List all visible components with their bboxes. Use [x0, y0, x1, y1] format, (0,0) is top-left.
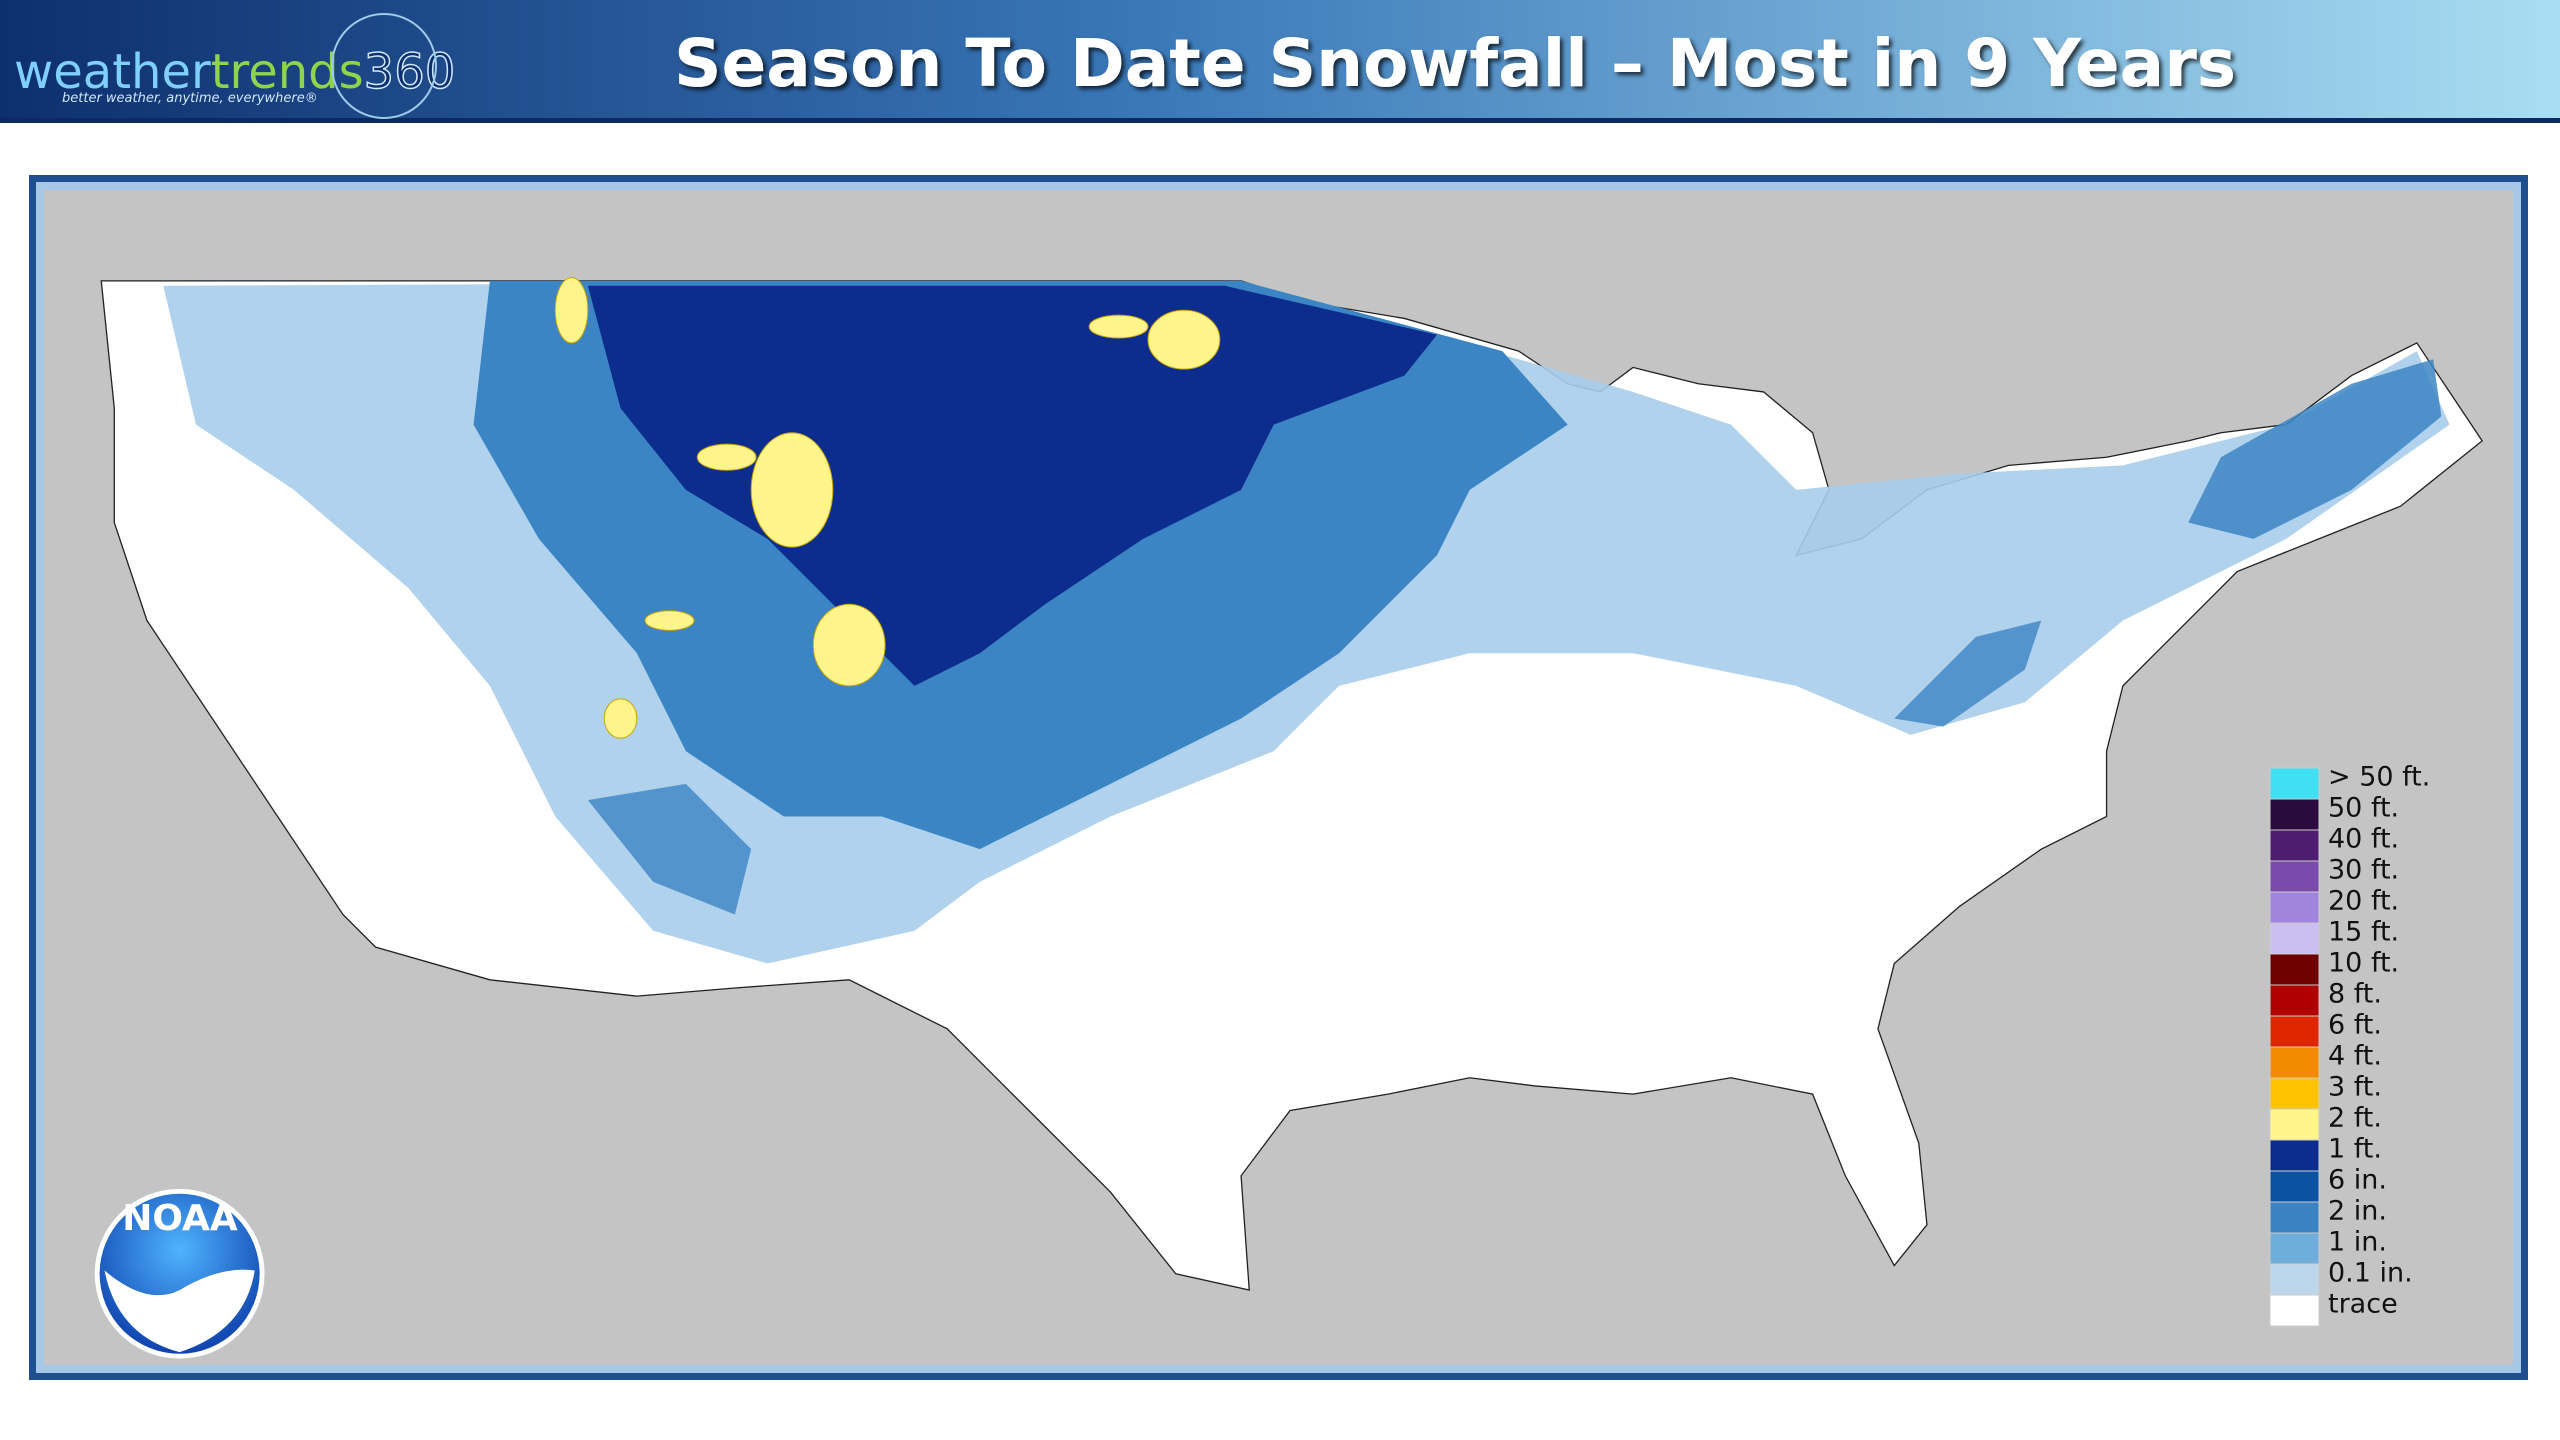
legend-swatch	[2269, 1108, 2320, 1141]
legend-label: 50 ft.	[2328, 793, 2399, 824]
legend-swatch	[2269, 829, 2320, 862]
header-bar	[0, 0, 2560, 122]
snow-dark	[587, 285, 1438, 686]
legend-label: 1 ft.	[2328, 1134, 2382, 1165]
legend-label: 4 ft.	[2328, 1041, 2382, 1072]
legend-swatch	[2269, 891, 2320, 924]
legend-label: 40 ft.	[2328, 824, 2399, 855]
legend-swatch	[2269, 767, 2320, 800]
legend-swatch	[2269, 953, 2320, 986]
legend-label: > 50 ft.	[2328, 762, 2430, 793]
title: Season To Date Snowfall – Most in 9 Year…	[674, 25, 2236, 102]
snow-sw	[587, 783, 752, 915]
snow-heavy	[554, 277, 1221, 739]
legend-swatch	[2269, 1015, 2320, 1048]
logo-part: 360	[364, 44, 456, 100]
us-map	[94, 277, 2484, 1359]
legend-swatch	[2269, 1294, 2320, 1327]
legend-swatch	[2269, 1263, 2320, 1296]
noaa-label: NOAA	[122, 1198, 238, 1239]
header-rule	[0, 118, 2560, 123]
legend-swatch	[2269, 922, 2320, 955]
legend-swatch	[2269, 1077, 2320, 1110]
legend-label: 1 in.	[2328, 1227, 2387, 1258]
legend-label: 6 ft.	[2328, 1010, 2382, 1041]
legend-label: 2 in.	[2328, 1196, 2387, 1227]
legend: > 50 ft.50 ft.40 ft.30 ft.20 ft.15 ft.10…	[2269, 762, 2430, 1327]
legend-label: 3 ft.	[2328, 1072, 2382, 1103]
legend-swatch	[2269, 1170, 2320, 1203]
legend-swatch	[2269, 1201, 2320, 1234]
legend-label: 2 ft.	[2328, 1103, 2382, 1134]
legend-label: 15 ft.	[2328, 917, 2399, 948]
noaa-badge	[94, 1188, 265, 1359]
legend-swatch	[2269, 1232, 2320, 1265]
legend-label: 30 ft.	[2328, 855, 2399, 886]
legend-label: 0.1 in.	[2328, 1258, 2413, 1289]
logo-tagline: better weather, anytime, everywhere®	[62, 91, 318, 106]
legend-swatch	[2269, 1046, 2320, 1079]
legend-label: 6 in.	[2328, 1165, 2387, 1196]
snow-appalachia	[1894, 620, 2042, 727]
logo-ring	[331, 13, 437, 119]
snow-ne	[2188, 359, 2442, 539]
legend-label: 8 ft.	[2328, 979, 2382, 1010]
logo: weathertrends360	[14, 44, 455, 100]
legend-label: trace	[2328, 1289, 2398, 1320]
legend-swatch	[2269, 798, 2320, 831]
logo-part: weather	[14, 44, 211, 100]
legend-swatch	[2269, 1139, 2320, 1172]
legend-swatch	[2269, 860, 2320, 893]
legend-swatch	[2269, 984, 2320, 1017]
legend-label: 10 ft.	[2328, 948, 2399, 979]
legend-label: 20 ft.	[2328, 886, 2399, 917]
